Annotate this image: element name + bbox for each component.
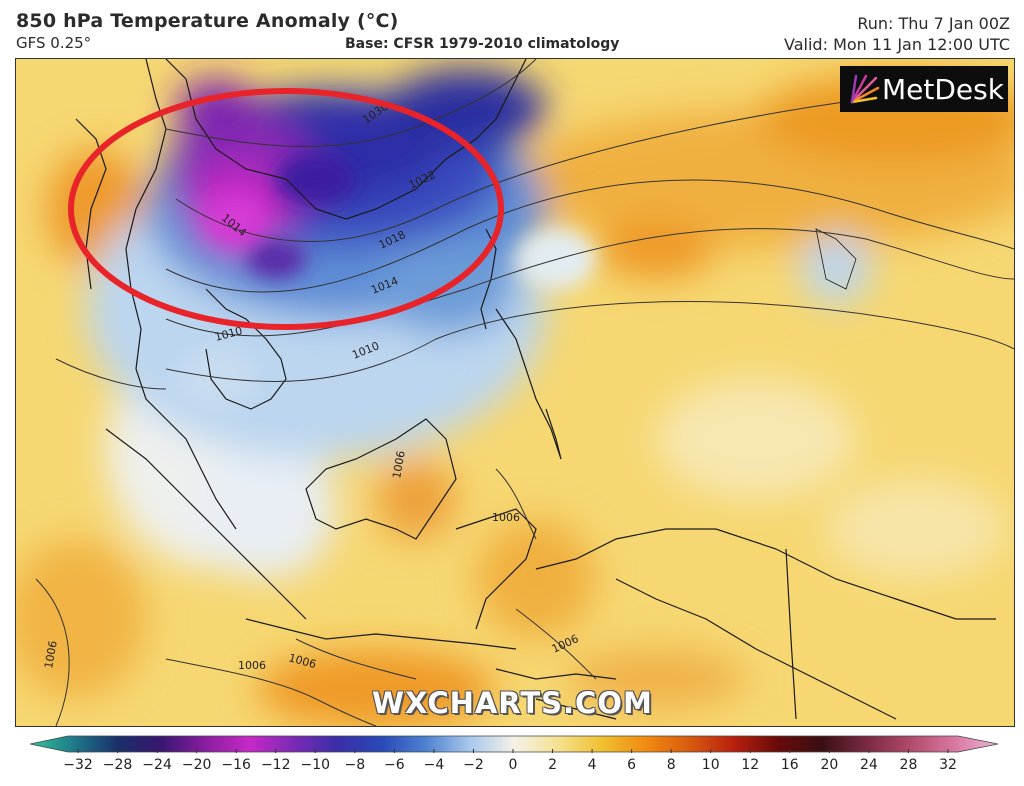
colorbar-tick-label: 12 <box>741 757 760 773</box>
colorbar-tick-label: 8 <box>666 757 676 773</box>
watermark: WXCHARTS.COM <box>372 686 653 720</box>
colorbar-tick-label: −4 <box>423 757 445 773</box>
colorbar-tick-label: −20 <box>181 757 212 773</box>
anomaly-field <box>16 69 1014 726</box>
colorbar-tick-label: −6 <box>384 757 405 773</box>
colorbar-tick-label: 10 <box>701 757 720 773</box>
colorbar-tick-label: 2 <box>548 757 557 773</box>
coastlines <box>75 59 996 720</box>
colorbar-tick-label: −10 <box>300 757 331 773</box>
run-time-label: Run: Thu 7 Jan 00Z <box>857 14 1010 33</box>
colorbar-tick-label: 24 <box>859 757 878 773</box>
colorbar-tick-label: 32 <box>939 757 957 773</box>
colorbar-tick-label: −12 <box>260 757 291 773</box>
metdesk-star-icon <box>850 74 880 104</box>
colorbar-tick-label: −2 <box>463 757 484 773</box>
colorbar-tick-label: −8 <box>344 757 366 773</box>
isobar-label: 1006 <box>42 640 60 670</box>
valid-time-label: Valid: Mon 11 Jan 12:00 UTC <box>784 35 1010 54</box>
map-canvas: 1030 1022 1018 1014 1010 1010 1014 1006 … <box>16 59 1014 726</box>
colorbar-tick-label: 0 <box>508 757 518 773</box>
colorbar-gradient <box>30 735 999 753</box>
anomaly-detail <box>176 154 596 409</box>
colorbar-tick-label: 20 <box>820 757 839 773</box>
metdesk-logo: MetDesk <box>840 66 1008 112</box>
climatology-base-label: Base: CFSR 1979-2010 climatology <box>345 36 620 52</box>
isobar-label: 1006 <box>492 511 520 524</box>
colorbar <box>30 735 999 753</box>
colorbar-tick-label: 28 <box>899 757 918 773</box>
colorbar-tick-label: −32 <box>63 757 93 773</box>
colorbar-tick-label: 6 <box>627 757 637 773</box>
colorbar-tick-label: 4 <box>587 757 597 773</box>
isobar-label: 1006 <box>238 659 266 672</box>
chart-title: 850 hPa Temperature Anomaly (°C) <box>16 10 399 32</box>
colorbar-tick-label: −28 <box>102 757 133 773</box>
colorbar-tick-label: −16 <box>221 757 251 773</box>
colorbar-tick-label: −24 <box>142 757 172 773</box>
colorbar-tick-label: 16 <box>780 757 799 773</box>
highlight-ellipse <box>68 88 504 330</box>
model-label: GFS 0.25° <box>16 34 92 52</box>
isobar-lines <box>35 59 1014 726</box>
isobar-label: 1006 <box>390 450 408 480</box>
logo-text: MetDesk <box>882 73 1004 106</box>
anomaly-map: 1030 1022 1018 1014 1010 1010 1014 1006 … <box>15 58 1015 727</box>
